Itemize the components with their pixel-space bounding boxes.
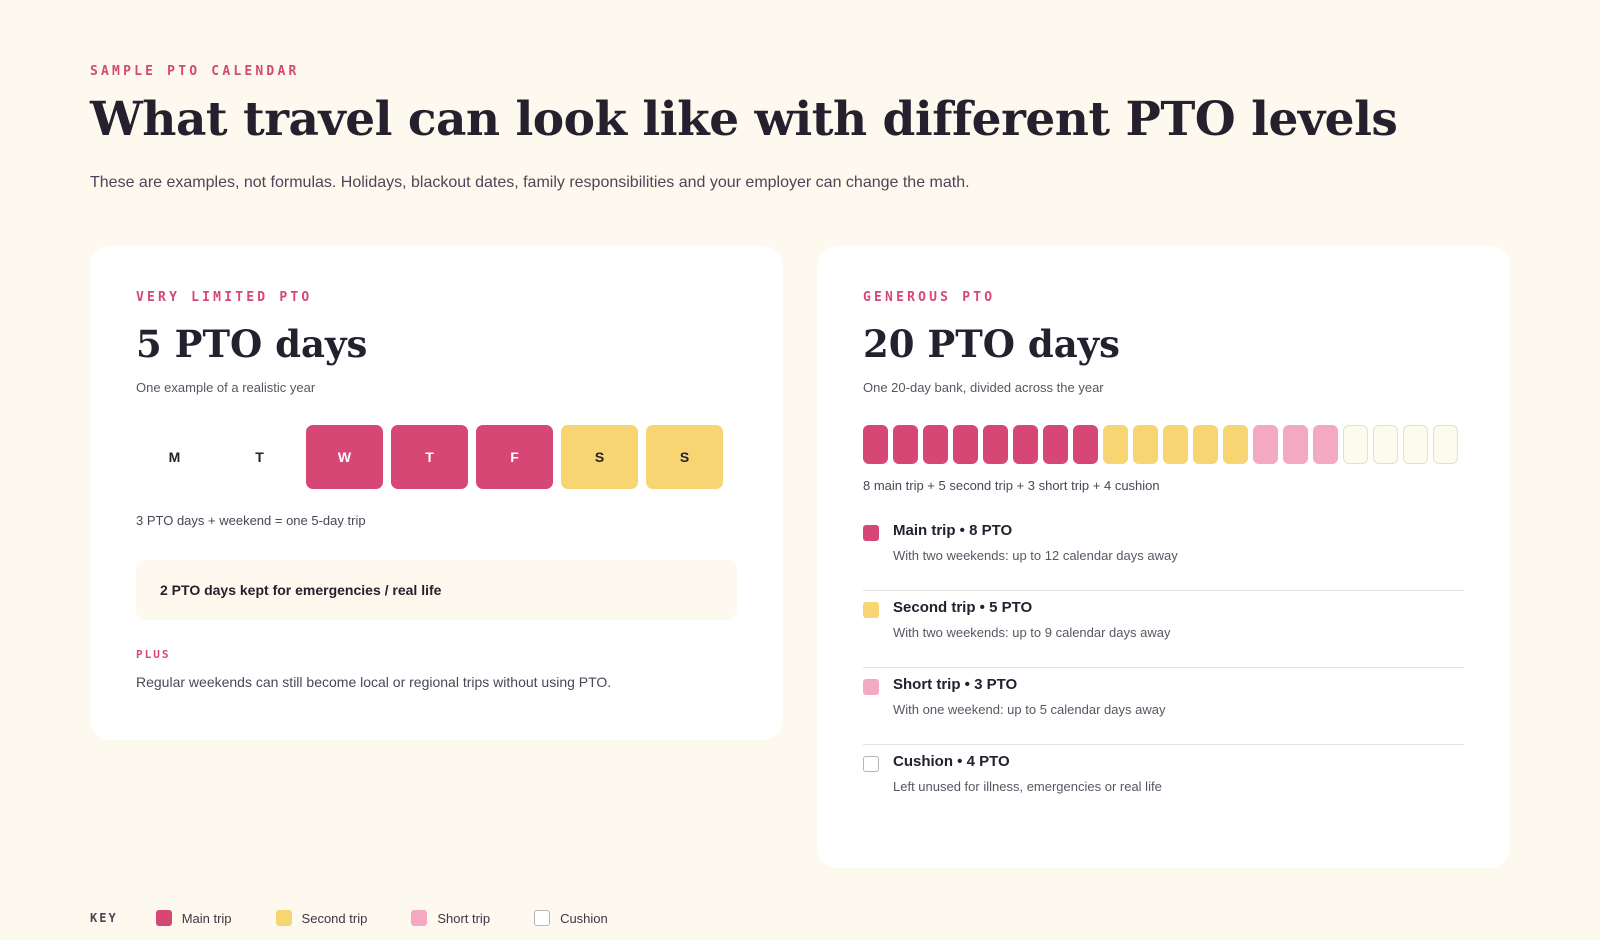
trip-list: Main trip • 8 PTO With two weekends: up … (863, 514, 1464, 822)
pto-day-short (1313, 425, 1338, 464)
short-trip-swatch (863, 679, 879, 695)
pto-day-main (1073, 425, 1098, 464)
pto-day-cushion (1343, 425, 1368, 464)
second-trip-swatch (275, 910, 292, 926)
kept-note: 2 PTO days kept for emergencies / real l… (136, 560, 737, 620)
main-trip-swatch (155, 910, 172, 926)
pto-bank (863, 425, 1458, 464)
pto-day-cushion (1373, 425, 1398, 464)
page-eyebrow: SAMPLE PTO CALENDAR (90, 64, 300, 79)
trip-main: Main trip • 8 PTO With two weekends: up … (863, 514, 1464, 591)
trip-title: Main trip • 8 PTO (893, 522, 1013, 539)
generous-subtitle: One 20-day bank, divided across the year (863, 380, 1104, 395)
day-cell: T (255, 449, 264, 465)
pto-day-main (893, 425, 918, 464)
pto-day-second (1103, 425, 1128, 464)
pto-day-second (1163, 425, 1188, 464)
limited-pto-card: VERY LIMITED PTO 5 PTO days One example … (90, 246, 783, 740)
pto-day-second (1193, 425, 1218, 464)
pto-day-main (923, 425, 948, 464)
cushion-swatch (534, 910, 551, 926)
limited-eyebrow: VERY LIMITED PTO (136, 290, 313, 305)
trip-description: With two weekends: up to 12 calendar day… (893, 548, 1178, 563)
pto-day-second (1223, 425, 1248, 464)
pto-day-short (1283, 425, 1308, 464)
cushion-swatch (863, 756, 879, 772)
short-trip-swatch (411, 910, 428, 926)
key-item-short: Short trip (411, 910, 490, 926)
trip-description: Left unused for illness, emergencies or … (893, 779, 1162, 794)
day-cell-weekend: S (646, 425, 723, 489)
page-subtitle: These are examples, not formulas. Holida… (90, 174, 970, 191)
pto-day-main (983, 425, 1008, 464)
day-cell-pto: W (306, 425, 383, 489)
week-note: 3 PTO days + weekend = one 5-day trip (136, 513, 366, 528)
key-item-label: Main trip (181, 910, 232, 926)
trip-title: Cushion • 4 PTO (893, 753, 1010, 770)
key-item-second: Second trip (275, 910, 368, 926)
pto-day-main (863, 425, 888, 464)
plus-text: Regular weekends can still become local … (136, 674, 612, 690)
week-row: M T W T F S S (136, 425, 723, 489)
second-trip-swatch (863, 602, 879, 618)
main-trip-swatch (863, 525, 879, 541)
key-item-label: Cushion (560, 910, 608, 926)
legend-key: KEY Main trip Second trip Short trip Cus… (90, 910, 652, 926)
pto-day-cushion (1403, 425, 1428, 464)
key-label: KEY (90, 911, 118, 925)
day-cell-weekend: S (561, 425, 638, 489)
day-cell-pto: F (476, 425, 553, 489)
limited-title: 5 PTO days (136, 322, 368, 366)
trip-second: Second trip • 5 PTO With two weekends: u… (863, 591, 1464, 668)
trip-description: With one weekend: up to 5 calendar days … (893, 702, 1166, 717)
pto-day-main (1013, 425, 1038, 464)
trip-title: Short trip • 3 PTO (893, 676, 1018, 693)
trip-short: Short trip • 3 PTO With one weekend: up … (863, 668, 1464, 745)
limited-subtitle: One example of a realistic year (136, 380, 316, 395)
day-cell: M (168, 449, 181, 465)
trip-description: With two weekends: up to 9 calendar days… (893, 625, 1171, 640)
day-cell-pto: T (391, 425, 468, 489)
pto-day-main (953, 425, 978, 464)
key-item-main: Main trip (155, 910, 232, 926)
generous-pto-card: GENEROUS PTO 20 PTO days One 20-day bank… (817, 246, 1510, 868)
page-title: What travel can look like with different… (90, 92, 1398, 147)
generous-title: 20 PTO days (863, 322, 1121, 366)
plus-label: PLUS (136, 648, 171, 661)
trip-title: Second trip • 5 PTO (893, 599, 1033, 616)
bank-note: 8 main trip + 5 second trip + 3 short tr… (863, 478, 1160, 493)
pto-day-short (1253, 425, 1278, 464)
pto-day-main (1043, 425, 1068, 464)
trip-cushion: Cushion • 4 PTO Left unused for illness,… (863, 745, 1464, 822)
generous-eyebrow: GENEROUS PTO (863, 290, 996, 305)
key-item-label: Second trip (301, 910, 368, 926)
pto-day-second (1133, 425, 1158, 464)
key-item-label: Short trip (437, 910, 491, 926)
key-item-cushion: Cushion (534, 910, 608, 926)
pto-day-cushion (1433, 425, 1458, 464)
